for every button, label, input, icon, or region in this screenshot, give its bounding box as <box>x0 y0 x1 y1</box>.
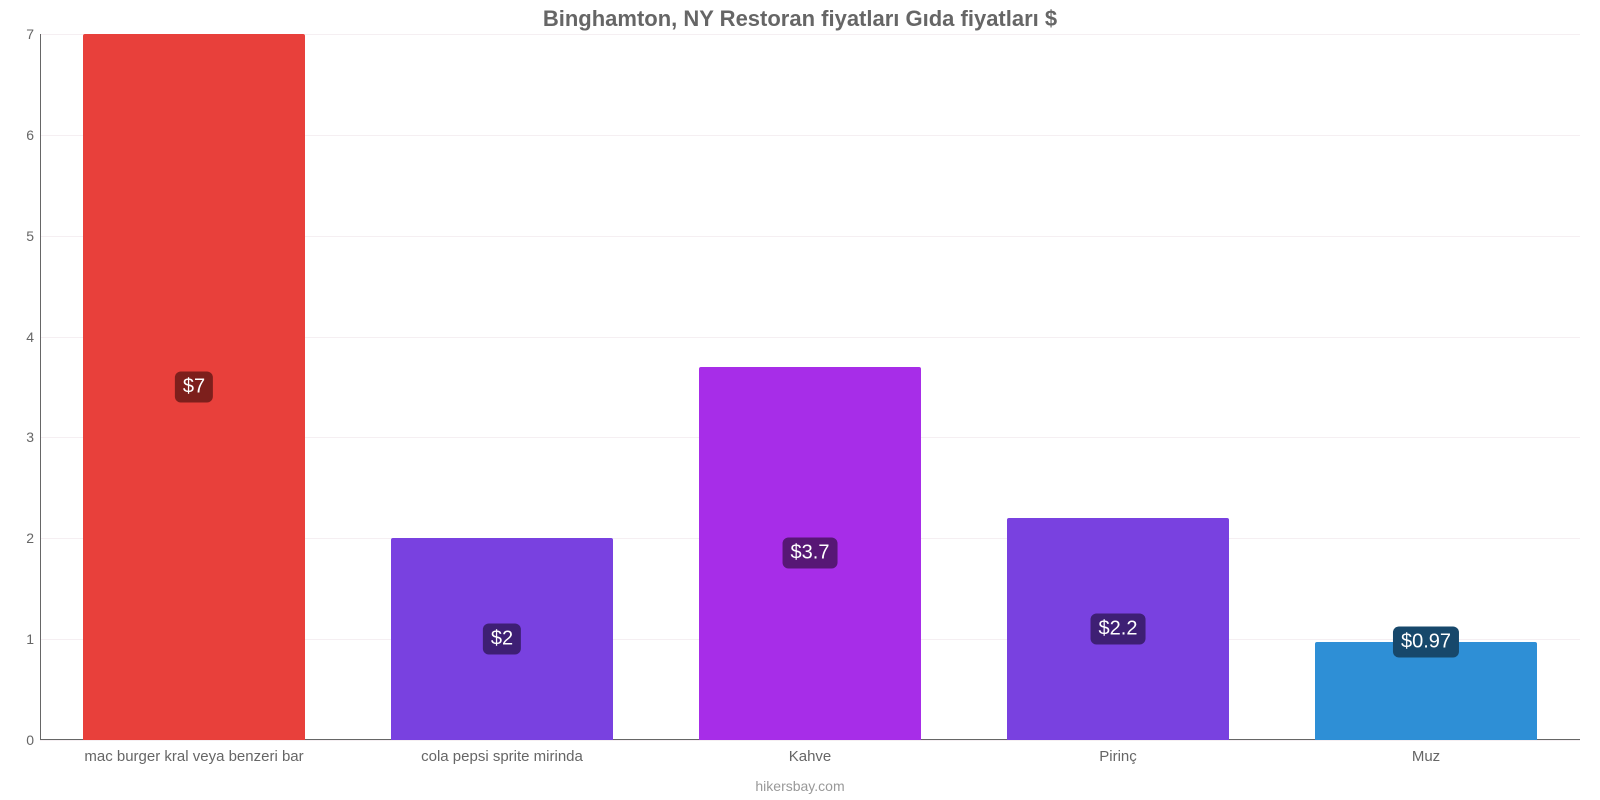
y-tick-label: 2 <box>26 530 40 546</box>
x-tick-label: Kahve <box>789 740 832 765</box>
x-tick-label: mac burger kral veya benzeri bar <box>84 740 303 765</box>
bar-slot: $3.7 <box>699 34 921 740</box>
chart-footer: hikersbay.com <box>0 778 1600 794</box>
bar-slot: $0.97 <box>1315 34 1537 740</box>
bar-value-label: $7 <box>175 372 213 403</box>
y-tick-label: 3 <box>26 429 40 445</box>
bar-slot: $2 <box>391 34 613 740</box>
y-tick-label: 0 <box>26 732 40 748</box>
y-tick-label: 1 <box>26 631 40 647</box>
x-tick-label: cola pepsi sprite mirinda <box>421 740 583 765</box>
y-axis <box>40 34 41 740</box>
bar-slot: $7 <box>83 34 305 740</box>
price-bar-chart: Binghamton, NY Restoran fiyatları Gıda f… <box>0 0 1600 800</box>
x-tick-label: Muz <box>1412 740 1440 765</box>
y-tick-label: 5 <box>26 228 40 244</box>
chart-title: Binghamton, NY Restoran fiyatları Gıda f… <box>0 6 1600 32</box>
bar-value-label: $2.2 <box>1091 614 1146 645</box>
y-tick-label: 7 <box>26 26 40 42</box>
plot-area: 01234567$7mac burger kral veya benzeri b… <box>40 34 1580 740</box>
bar-value-label: $2 <box>483 624 521 655</box>
bar-value-label: $3.7 <box>783 538 838 569</box>
y-tick-label: 4 <box>26 329 40 345</box>
x-tick-label: Pirinç <box>1099 740 1137 765</box>
bar-slot: $2.2 <box>1007 34 1229 740</box>
y-tick-label: 6 <box>26 127 40 143</box>
bar-value-label: $0.97 <box>1393 627 1459 658</box>
